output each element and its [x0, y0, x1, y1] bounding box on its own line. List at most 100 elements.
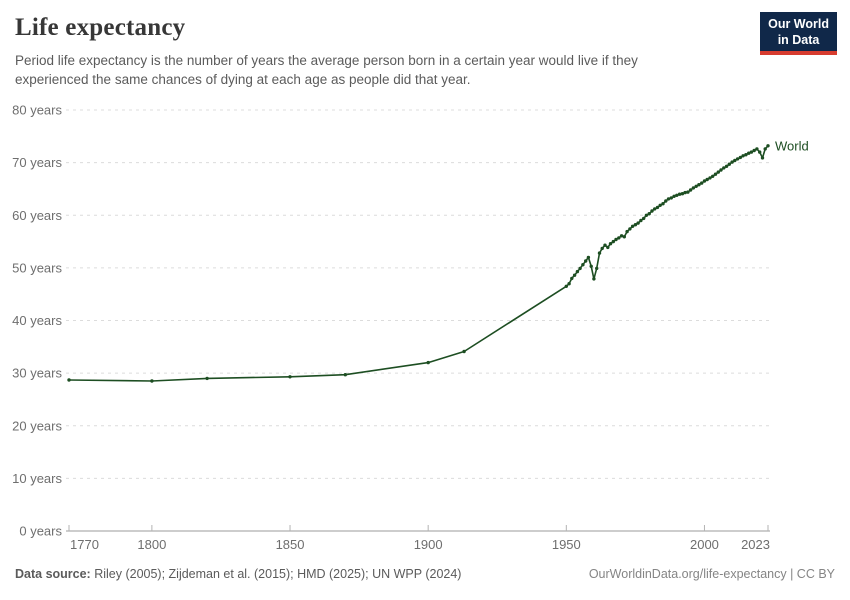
series-point: [67, 378, 71, 382]
series-point: [205, 376, 209, 381]
series-point: [655, 205, 660, 210]
series-point: [697, 183, 701, 187]
series-point: [722, 166, 726, 170]
series-point: [735, 157, 740, 161]
owid-logo[interactable]: Our World in Data: [760, 12, 837, 56]
series-point: [669, 196, 673, 200]
series-point: [666, 197, 671, 201]
x-tick-label: 1900: [414, 537, 443, 552]
series-point: [730, 160, 734, 164]
series-point: [597, 251, 602, 255]
y-tick-label: 40 years: [12, 313, 62, 328]
series-point: [702, 179, 707, 183]
chart-footer: Data source: Riley (2005); Zijdeman et a…: [15, 567, 835, 581]
y-tick-label: 20 years: [12, 418, 62, 433]
page-title: Life expectancy: [15, 14, 186, 41]
x-tick-label: 1850: [276, 537, 305, 552]
series-point: [688, 188, 693, 192]
data-source-text: Riley (2005); Zijdeman et al. (2015); HM…: [90, 567, 462, 581]
series-point: [664, 199, 668, 203]
series-point: [647, 212, 651, 216]
series-point: [675, 193, 679, 197]
owid-citation-link[interactable]: OurWorldinData.org/life-expectancy | CC …: [588, 567, 835, 581]
series-point: [724, 164, 729, 168]
series-point: [564, 284, 568, 288]
series-point: [763, 147, 767, 151]
series-line-world[interactable]: [68, 145, 769, 382]
series-point: [744, 153, 748, 157]
series-point: [661, 202, 665, 206]
series-point: [727, 162, 731, 166]
y-tick-label: 10 years: [12, 471, 62, 486]
x-tick-label: 2000: [690, 537, 719, 552]
series-point: [749, 150, 754, 154]
series-point: [575, 269, 580, 274]
series-point: [608, 242, 613, 246]
x-tick-label: 2023: [741, 537, 770, 552]
series-point: [611, 239, 615, 244]
series-point: [733, 158, 737, 163]
series-point: [288, 375, 292, 379]
series-point: [755, 147, 759, 151]
series-point: [766, 144, 770, 148]
series-point: [713, 172, 718, 176]
series-point: [680, 192, 685, 196]
series-point: [700, 181, 704, 185]
series-point: [760, 156, 765, 160]
series-point: [567, 282, 571, 286]
series-point: [343, 373, 347, 377]
series-point: [747, 151, 751, 155]
series-point: [584, 259, 588, 263]
x-tick-label: 1800: [137, 537, 166, 552]
series-point: [653, 207, 657, 211]
chart-subtitle: Period life expectancy is the number of …: [15, 53, 638, 88]
y-tick-label: 30 years: [12, 366, 62, 381]
series-end-label-world[interactable]: World: [775, 138, 809, 153]
series-point: [570, 276, 574, 281]
chart-header: Life expectancy Period life expectancy i…: [15, 14, 710, 89]
series-point: [600, 246, 604, 251]
series-point: [716, 170, 720, 174]
series-point: [614, 237, 618, 242]
series-point: [642, 216, 646, 221]
y-tick-label: 0 years: [19, 524, 62, 539]
owid-logo-line2: in Data: [777, 32, 820, 47]
series-point: [150, 379, 154, 383]
series-point: [595, 266, 599, 271]
series-point: [683, 190, 687, 195]
series-point: [633, 223, 638, 227]
series-point: [622, 235, 626, 239]
series-point: [752, 148, 756, 153]
series-point: [711, 174, 715, 178]
series-point: [644, 213, 649, 217]
series-point: [462, 349, 466, 354]
series-point: [650, 209, 654, 213]
series-point: [677, 192, 682, 196]
series-point: [617, 236, 621, 240]
y-tick-label: 60 years: [12, 208, 62, 223]
series-point: [426, 360, 430, 365]
series-point: [639, 218, 643, 223]
series-point: [658, 203, 662, 207]
series-point: [592, 277, 596, 281]
series-point: [758, 150, 762, 154]
series-point: [628, 227, 632, 231]
series-point: [694, 184, 698, 188]
x-tick-label: 1950: [552, 537, 581, 552]
series-point: [672, 194, 676, 198]
data-source-note: Data source: Riley (2005); Zijdeman et a…: [15, 567, 461, 581]
series-point: [708, 176, 712, 180]
series-point: [738, 155, 743, 160]
series-point: [691, 186, 696, 190]
series-point: [636, 221, 640, 225]
series-point: [619, 234, 624, 238]
x-tick-label: 1770: [70, 537, 99, 552]
y-tick-label: 80 years: [12, 103, 62, 118]
series-point: [589, 264, 593, 268]
series-point: [625, 229, 629, 234]
series-point: [686, 190, 690, 194]
series-point: [630, 224, 635, 228]
series-point: [586, 255, 591, 260]
series-point: [606, 245, 610, 250]
